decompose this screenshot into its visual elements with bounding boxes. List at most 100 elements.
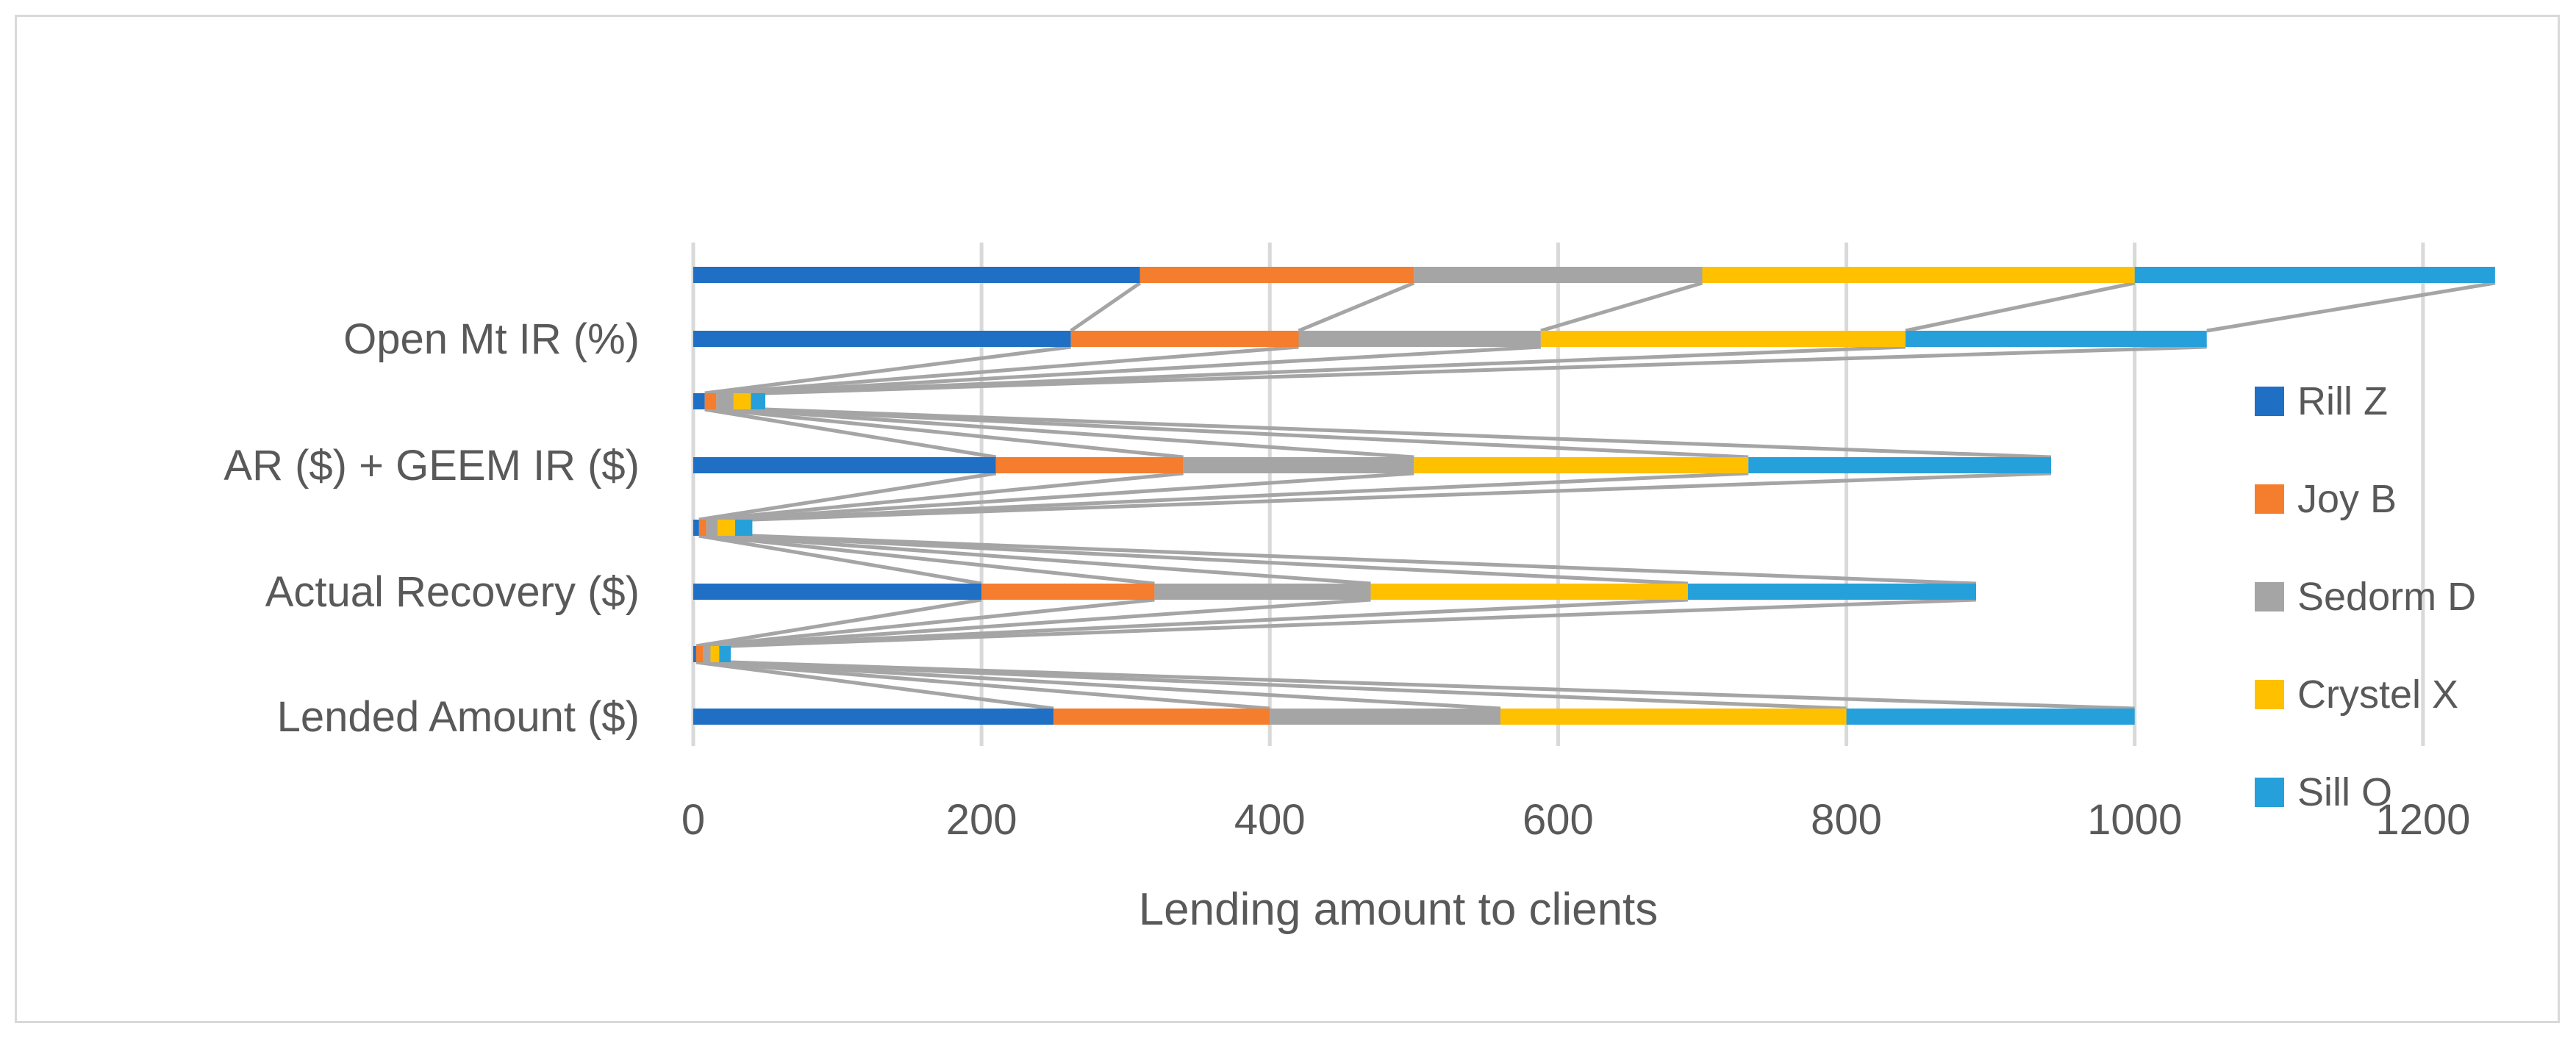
- bar-sedorm-d-row-3: [706, 520, 718, 536]
- series-line-3-2: [718, 534, 1371, 586]
- series-line-5-4: [765, 407, 2052, 459]
- series-line-1-1: [695, 598, 982, 648]
- bars: [693, 267, 2495, 725]
- bar-crystel-x-row-4: [1414, 457, 1749, 473]
- series-line-1-3: [698, 471, 997, 522]
- series-line-5-0: [730, 660, 2135, 711]
- bar-crystel-x-row-7: [1702, 267, 2135, 283]
- series-line-4-2: [734, 534, 1689, 586]
- bar-crystel-x-row-2: [1370, 584, 1688, 600]
- legend-label: Crystel X: [2297, 673, 2458, 717]
- series-line-4-0: [719, 660, 1847, 711]
- series-line-3-5: [733, 345, 1542, 395]
- series-line-5-2: [752, 534, 1977, 586]
- series-line-3-3: [718, 471, 1414, 522]
- x-tick-label: 200: [946, 796, 1017, 844]
- bar-joy-b-row-6: [1070, 331, 1299, 347]
- bar-sill-o-row-2: [1687, 584, 1977, 600]
- series-line-3-1: [710, 598, 1371, 648]
- series-line-3-0: [710, 660, 1501, 711]
- category-label: Lended Amount ($): [277, 693, 640, 741]
- series-line-5-6: [2206, 281, 2496, 333]
- bar-sill-o-row-6: [1905, 331, 2207, 347]
- series-line-2-3: [706, 471, 1184, 522]
- series-line-2-0: [703, 660, 1270, 711]
- bar-sedorm-d-row-4: [1183, 457, 1414, 473]
- bar-sill-o-row-0: [1846, 709, 2135, 725]
- x-tick-label: 600: [1523, 796, 1594, 844]
- series-line-2-2: [706, 534, 1155, 586]
- category-labels: Lended Amount ($) Actual Recovery ($) AR (…: [223, 315, 640, 741]
- legend-label: Sill O: [2297, 770, 2392, 814]
- bar-rill-z-row-5: [693, 393, 705, 409]
- x-tick-label: 1000: [2087, 796, 2182, 844]
- bar-sedorm-d-row-0: [1270, 709, 1500, 725]
- series-line-4-4: [751, 407, 1749, 459]
- bar-rill-z-row-3: [693, 520, 699, 536]
- bar-joy-b-row-4: [995, 457, 1184, 473]
- series-line-1-0: [695, 660, 1054, 711]
- bar-joy-b-row-1: [695, 646, 704, 662]
- legend-swatch: [2255, 778, 2284, 807]
- bar-rill-z-row-6: [693, 331, 1071, 347]
- bar-sedorm-d-row-7: [1414, 267, 1703, 283]
- series-line-2-1: [703, 598, 1155, 648]
- series-line-3-6: [1540, 281, 1703, 333]
- bar-joy-b-row-0: [1053, 709, 1270, 725]
- bar-rill-z-row-7: [693, 267, 1140, 283]
- series-line-5-1: [730, 598, 1977, 648]
- bar-crystel-x-row-3: [718, 520, 735, 536]
- legend-swatch: [2255, 387, 2284, 416]
- series-connector-lines: [695, 281, 2496, 711]
- bar-sedorm-d-row-2: [1154, 584, 1371, 600]
- series-line-5-5: [765, 345, 2207, 395]
- x-tick-label: 0: [681, 796, 705, 844]
- legend-label: Sedorm D: [2297, 575, 2476, 619]
- series-line-5-3: [752, 471, 2052, 522]
- bar-sedorm-d-row-1: [703, 646, 711, 662]
- bar-rill-z-row-2: [693, 584, 982, 600]
- legend-label: Rill Z: [2297, 379, 2388, 423]
- category-label: Open Mt IR (%): [343, 315, 640, 363]
- x-tick-label: 1200: [2375, 796, 2470, 844]
- bar-rill-z-row-4: [693, 457, 996, 473]
- legend-swatch: [2255, 582, 2284, 612]
- series-line-1-4: [704, 407, 997, 459]
- bar-sill-o-row-3: [734, 520, 753, 536]
- bar-rill-z-row-1: [693, 646, 696, 662]
- category-label: Actual Recovery ($): [265, 568, 640, 616]
- x-tick-label: 800: [1811, 796, 1882, 844]
- series-line-1-2: [698, 534, 982, 586]
- bar-sedorm-d-row-6: [1298, 331, 1541, 347]
- series-line-2-6: [1298, 281, 1415, 333]
- x-tick-labels: 0200400600800100012001400: [681, 796, 2470, 844]
- series-line-4-1: [719, 598, 1689, 648]
- bar-sill-o-row-4: [1748, 457, 2051, 473]
- legend-swatch: [2255, 484, 2284, 514]
- bar-sedorm-d-row-5: [716, 393, 734, 409]
- bar-joy-b-row-2: [981, 584, 1155, 600]
- bar-sill-o-row-7: [2134, 267, 2495, 283]
- series-line-4-5: [751, 345, 1906, 395]
- bar-joy-b-row-5: [704, 393, 717, 409]
- bar-crystel-x-row-6: [1540, 331, 1906, 347]
- series-line-2-4: [716, 407, 1184, 459]
- series-line-4-6: [1905, 281, 2136, 333]
- legend-label: Joy B: [2297, 477, 2397, 521]
- bar-joy-b-row-3: [698, 520, 706, 536]
- bar-sill-o-row-5: [751, 393, 766, 409]
- legend: Rill Z Joy B Sedorm D Crystel X Sill O: [2255, 379, 2476, 814]
- series-line-4-3: [734, 471, 1749, 522]
- series-line-3-4: [733, 407, 1414, 459]
- series-line-1-5: [704, 345, 1072, 395]
- x-axis-title: Lending amount to clients: [1139, 884, 1659, 935]
- bar-crystel-x-row-1: [710, 646, 720, 662]
- bar-crystel-x-row-0: [1500, 709, 1847, 725]
- bar-joy-b-row-7: [1139, 267, 1414, 283]
- category-label: AR ($) + GEEM IR ($): [223, 442, 640, 489]
- series-line-1-6: [1070, 281, 1142, 333]
- bar-crystel-x-row-5: [733, 393, 751, 409]
- x-tick-label: 400: [1234, 796, 1306, 844]
- legend-swatch: [2255, 680, 2284, 709]
